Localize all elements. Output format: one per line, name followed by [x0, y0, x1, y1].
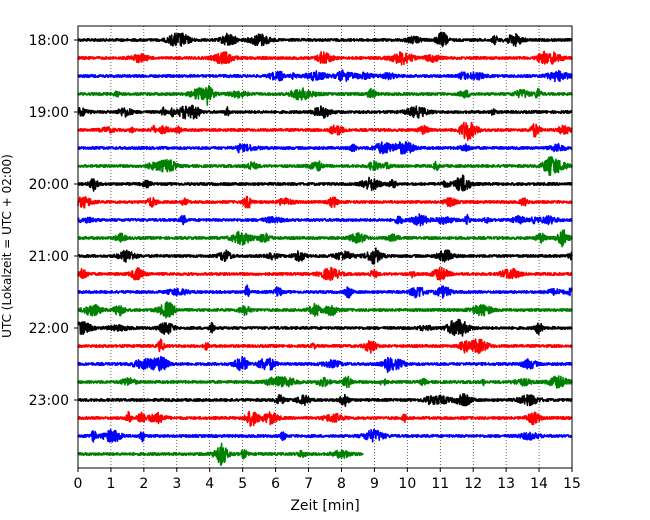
- plot-frame: [77, 25, 573, 469]
- seismogram-trace: [77, 375, 573, 389]
- x-tick-label: 0: [74, 476, 83, 492]
- x-tick-label: 2: [139, 476, 148, 492]
- x-tick-label: 4: [205, 476, 214, 492]
- y-tick-label: 23:00: [29, 393, 69, 409]
- seismogram-trace: [77, 393, 573, 408]
- x-tick-label: 10: [398, 476, 416, 492]
- seismogram-trace: [77, 50, 573, 66]
- x-tick-label: 15: [563, 476, 581, 492]
- x-tick-label: 6: [271, 476, 280, 492]
- x-tick-label: 1: [106, 476, 115, 492]
- x-tick-label: 11: [431, 476, 449, 492]
- x-axis-label: Zeit [min]: [290, 498, 359, 514]
- seismogram-trace: [77, 355, 573, 373]
- y-tick-label: 18:00: [29, 33, 69, 49]
- y-tick-label: 20:00: [29, 177, 69, 193]
- x-tick-label: 3: [172, 476, 181, 492]
- x-tick-label: 5: [238, 476, 247, 492]
- seismogram-trace: [77, 410, 573, 427]
- seismogram-trace: [77, 85, 573, 106]
- seismogram-traces: [77, 31, 573, 466]
- seismogram-trace: [77, 301, 573, 319]
- x-tick-label: 13: [497, 476, 515, 492]
- seismogram-trace: [77, 31, 573, 48]
- x-axis: 0 1 2 3 4 5 6 7 8 9 10 11 12 13 14 15: [74, 468, 581, 492]
- seismogram-trace: [77, 247, 573, 265]
- seismogram-trace: [77, 318, 573, 337]
- seismogram-trace: [77, 155, 573, 176]
- y-axis-label: UTC (Lokalzeit = UTC + 02:00): [0, 154, 14, 338]
- seismogram-trace: [77, 174, 573, 192]
- seismogram-trace: [77, 229, 573, 248]
- y-tick-label: 22:00: [29, 321, 69, 337]
- seismogram-trace: [77, 121, 573, 142]
- seismogram-trace: [77, 428, 573, 443]
- seismogram-trace: [77, 104, 573, 120]
- seismogram-trace: [77, 195, 573, 209]
- x-tick-label: 9: [370, 476, 379, 492]
- seismogram-trace: [77, 213, 573, 227]
- y-axis: 18:00 19:00 20:00 21:00 22:00 23:00: [29, 33, 78, 409]
- x-tick-label: 8: [337, 476, 346, 492]
- y-tick-label: 21:00: [29, 249, 69, 265]
- seismogram-trace: [77, 442, 364, 466]
- x-tick-label: 12: [464, 476, 482, 492]
- y-tick-label: 19:00: [29, 105, 69, 121]
- seismogram-trace: [77, 141, 573, 155]
- seismogram-trace: [77, 69, 573, 83]
- seismogram-trace: [77, 338, 573, 355]
- x-tick-label: 14: [530, 476, 548, 492]
- seismogram-trace: [77, 266, 573, 282]
- x-tick-label: 7: [304, 476, 313, 492]
- seismogram-trace: [77, 284, 573, 299]
